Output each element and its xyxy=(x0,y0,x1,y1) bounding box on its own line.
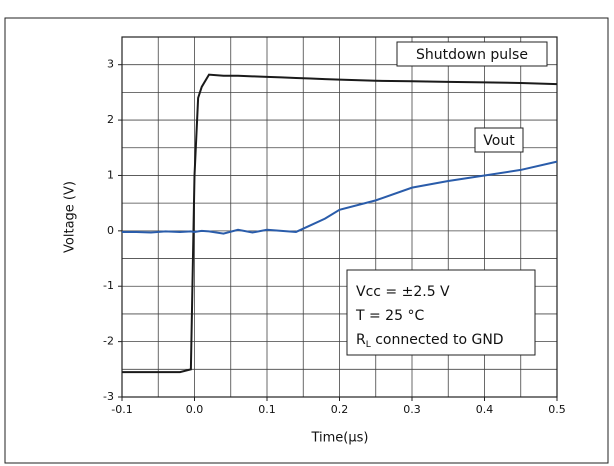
condition: Vcc = ±2.5 V xyxy=(356,284,450,300)
series-line xyxy=(122,73,558,374)
x-tick-label: 0.0 xyxy=(186,403,204,416)
x-tick-label: 0.4 xyxy=(476,403,494,416)
conditions-box xyxy=(346,269,536,356)
y-tick-label: 2 xyxy=(107,113,114,126)
load-text: connected to GND xyxy=(371,332,504,348)
y-tick-label: 0 xyxy=(107,224,114,237)
y-tick-label: 3 xyxy=(107,58,114,71)
condition: T = 25 °C xyxy=(355,308,424,324)
x-tick-label: 0.2 xyxy=(331,403,349,416)
y-axis-label: Voltage (V) xyxy=(63,181,78,253)
series-label: Vout xyxy=(483,133,515,149)
y-tick-label: -3 xyxy=(103,390,114,403)
series-line xyxy=(122,160,558,235)
x-axis-label: Time(µs) xyxy=(310,431,368,446)
x-tick-label: 0.3 xyxy=(403,403,421,416)
load-symbol: R xyxy=(356,332,366,348)
legend-box xyxy=(474,127,524,153)
y-tick-label: -1 xyxy=(103,279,114,292)
frame xyxy=(4,17,609,464)
y-tick-label: 1 xyxy=(107,168,114,181)
y-tick-label: -2 xyxy=(103,335,114,348)
x-tick-label: 0.1 xyxy=(258,403,276,416)
load-subscript: L xyxy=(366,340,371,350)
load-note: RL connected to GND xyxy=(356,332,504,350)
x-tick-label: -0.1 xyxy=(111,403,132,416)
x-tick-label: 0.5 xyxy=(548,403,566,416)
legend-box xyxy=(396,41,548,67)
series-label: Shutdown pulse xyxy=(416,47,528,63)
